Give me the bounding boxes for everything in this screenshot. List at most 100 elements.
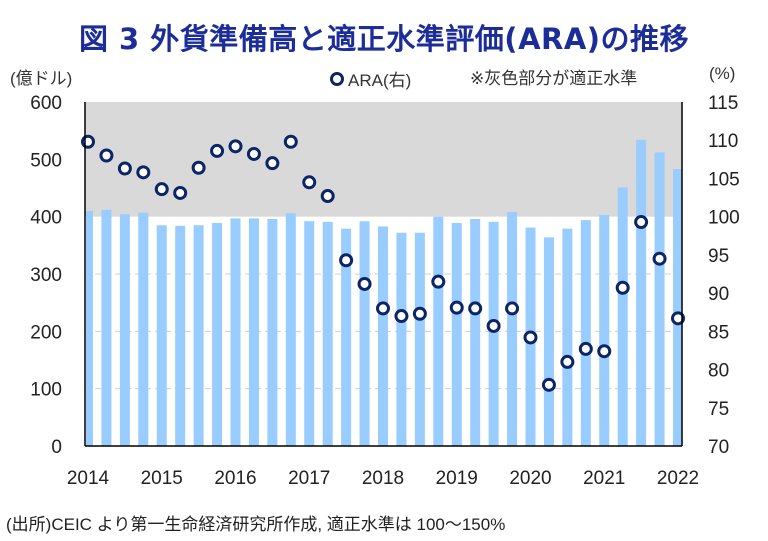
legend: ARA(右) — [330, 66, 411, 91]
ara-point — [173, 185, 188, 200]
bar — [285, 213, 296, 446]
left-tick-label: 500 — [30, 150, 62, 171]
ara-point — [652, 251, 667, 266]
bar — [175, 225, 186, 446]
ara-point — [357, 276, 372, 291]
right-tick-label: 105 — [708, 169, 740, 190]
ara-point — [541, 377, 556, 392]
x-tick-label: 2019 — [436, 468, 478, 489]
ara-point — [412, 306, 427, 321]
right-tick-label: 110 — [708, 131, 738, 152]
bar — [119, 214, 130, 446]
bar — [378, 226, 388, 446]
bar — [341, 228, 352, 446]
ara-point — [431, 274, 446, 289]
x-tick-label: 2022 — [657, 468, 699, 489]
bar-series — [86, 139, 682, 446]
ara-point — [523, 330, 538, 345]
adequacy-band — [85, 102, 682, 217]
x-tick-label: 2018 — [362, 468, 404, 489]
left-axis-unit: (億ドル) — [10, 69, 73, 88]
right-tick-label: 70 — [708, 437, 729, 458]
bar — [138, 212, 149, 446]
ara-point — [99, 148, 114, 163]
ara-point — [320, 189, 335, 204]
right-tick-label: 80 — [708, 361, 729, 382]
bar — [562, 228, 573, 446]
bar — [322, 221, 333, 446]
left-tick-label: 0 — [51, 437, 62, 458]
bar — [599, 214, 610, 446]
bar — [156, 225, 167, 446]
ara-point — [597, 344, 612, 359]
bar — [654, 152, 665, 446]
ara-point — [615, 280, 630, 295]
ara-point — [154, 182, 169, 197]
right-tick-label: 95 — [708, 246, 729, 267]
x-tick-label: 2020 — [509, 468, 551, 489]
ara-point — [449, 300, 464, 315]
bar — [86, 210, 93, 446]
ara-point — [560, 354, 575, 369]
left-tick-label: 300 — [30, 265, 62, 286]
bar — [543, 237, 554, 446]
bar — [267, 218, 278, 446]
ara-series — [81, 134, 685, 392]
bar — [304, 221, 315, 446]
left-tick-label: 600 — [30, 93, 62, 114]
ara-point — [339, 253, 354, 268]
right-axis-unit: (%) — [709, 64, 736, 83]
right-axis-ticks: 70 75 80 85 90 95 100 105 110 115 — [708, 93, 740, 458]
right-tick-label: 100 — [708, 208, 740, 229]
source-note: (出所)CEIC より第一生命経済研究所作成, 適正水準は 100〜150% — [6, 515, 506, 534]
bar — [636, 139, 647, 446]
bar — [248, 218, 259, 446]
ara-point — [228, 139, 243, 154]
chart-title: 図 3 外貨準備高と適正水準評価(ARA)の推移 — [78, 22, 690, 56]
bar — [673, 169, 682, 446]
ara-point — [505, 301, 520, 316]
right-tick-label: 85 — [708, 322, 729, 343]
ara-point — [634, 215, 649, 230]
bar — [193, 225, 204, 446]
bar — [212, 222, 223, 446]
left-tick-label: 100 — [30, 380, 62, 401]
ara-point — [283, 134, 298, 149]
ara-point — [394, 309, 409, 324]
left-axis-ticks: 0 100 200 300 400 500 600 — [30, 93, 62, 458]
left-tick-label: 200 — [30, 322, 62, 343]
x-tick-label: 2017 — [288, 468, 330, 489]
band-note: ※灰色部分が適正水準 — [470, 69, 638, 88]
right-tick-label: 75 — [708, 399, 729, 420]
ara-point — [486, 318, 501, 333]
legend-marker-icon — [330, 71, 344, 86]
x-tick-label: 2015 — [141, 468, 183, 489]
ara-point — [376, 301, 390, 316]
bar — [101, 209, 112, 446]
bar — [414, 232, 425, 446]
ara-point — [136, 165, 151, 180]
x-tick-label: 2014 — [67, 468, 110, 489]
ara-point — [117, 161, 132, 176]
ara-point — [191, 160, 206, 175]
x-axis-ticks: 2014 2015 2016 2017 2018 2019 2020 2021 2022 — [67, 468, 699, 489]
right-tick-label: 90 — [708, 284, 729, 305]
ara-point — [468, 301, 483, 316]
legend-label: ARA(右) — [348, 71, 412, 90]
bar — [488, 221, 499, 446]
ara-point — [578, 341, 593, 356]
bar — [230, 218, 241, 446]
ara-point — [81, 134, 95, 149]
right-tick-label: 115 — [708, 93, 738, 114]
x-tick-label: 2021 — [583, 468, 625, 489]
bar — [396, 232, 407, 446]
ara-point — [302, 175, 317, 190]
ara-point — [671, 311, 685, 326]
x-tick-label: 2016 — [214, 468, 256, 489]
ara-point — [246, 146, 261, 161]
bar — [470, 218, 481, 446]
bar — [580, 220, 591, 446]
bar — [507, 212, 518, 446]
bar — [359, 221, 370, 446]
